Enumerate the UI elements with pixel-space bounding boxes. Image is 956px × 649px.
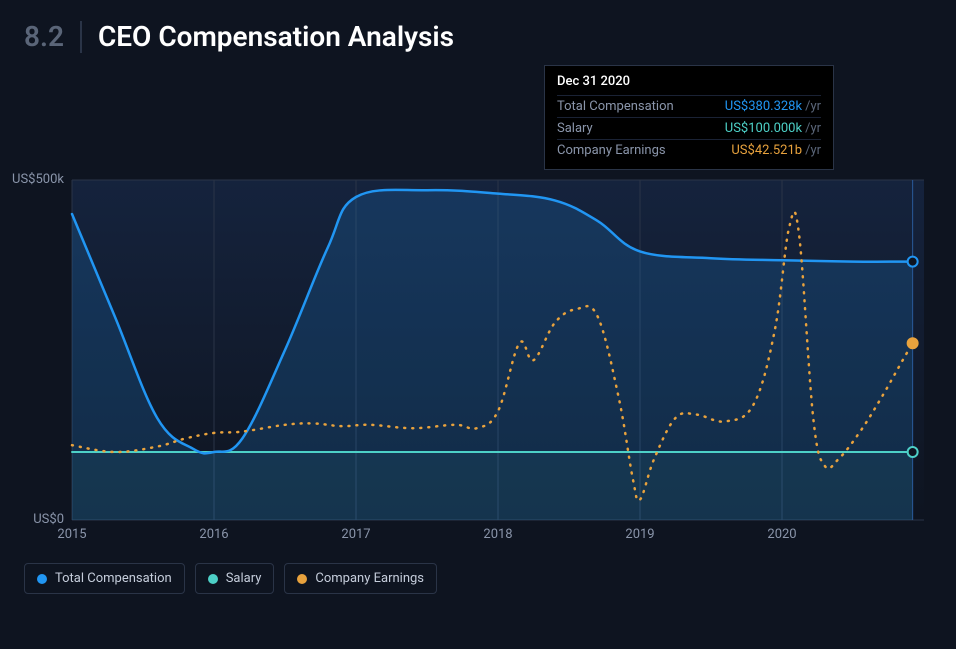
x-axis-label: 2016 [199,527,228,542]
legend-label: Company Earnings [315,571,424,586]
tooltip-label: Company Earnings [557,143,666,158]
tooltip-row: Salary US$100.000k/yr [557,117,821,139]
chart-panel: 8.2 CEO Compensation Analysis US$500k US$… [0,0,956,614]
x-axis-label: 2017 [341,527,370,542]
y-axis-label: US$0 [33,512,64,527]
chart-tooltip: Dec 31 2020 Total Compensation US$380.328k… [544,65,834,170]
tooltip-date: Dec 31 2020 [557,74,821,89]
legend-label: Salary [226,571,262,586]
legend-item[interactable]: Salary [195,563,275,594]
panel-title: CEO Compensation Analysis [98,20,454,53]
tooltip-unit: /yr [805,143,821,158]
x-axis-label: 2019 [625,527,654,542]
tooltip-value: US$42.521b [731,143,802,158]
tooltip-unit: /yr [805,99,821,114]
chart-area[interactable]: US$500kUS$0201520162017201820192020Dec 3… [24,65,932,555]
tooltip-value: US$100.000k [725,121,802,136]
legend-dot-icon [208,574,218,584]
legend-label: Total Compensation [55,571,172,586]
tooltip-row: Company Earnings US$42.521b/yr [557,139,821,161]
legend-dot-icon [37,574,47,584]
legend-item[interactable]: Total Compensation [24,563,185,594]
x-axis-label: 2018 [483,527,512,542]
header-divider [80,21,82,53]
tooltip-row: Total Compensation US$380.328k/yr [557,95,821,117]
tooltip-value: US$380.328k [725,99,802,114]
section-number: 8.2 [24,20,64,53]
tooltip-unit: /yr [805,121,821,136]
tooltip-label: Salary [557,121,593,136]
tooltip-label: Total Compensation [557,99,674,114]
legend-dot-icon [297,574,307,584]
legend-item[interactable]: Company Earnings [284,563,437,594]
x-axis-label: 2015 [57,527,86,542]
panel-header: 8.2 CEO Compensation Analysis [24,20,932,53]
x-axis-label: 2020 [767,527,796,542]
y-axis-label: US$500k [12,172,64,187]
chart-legend: Total Compensation Salary Company Earnings [24,563,932,594]
